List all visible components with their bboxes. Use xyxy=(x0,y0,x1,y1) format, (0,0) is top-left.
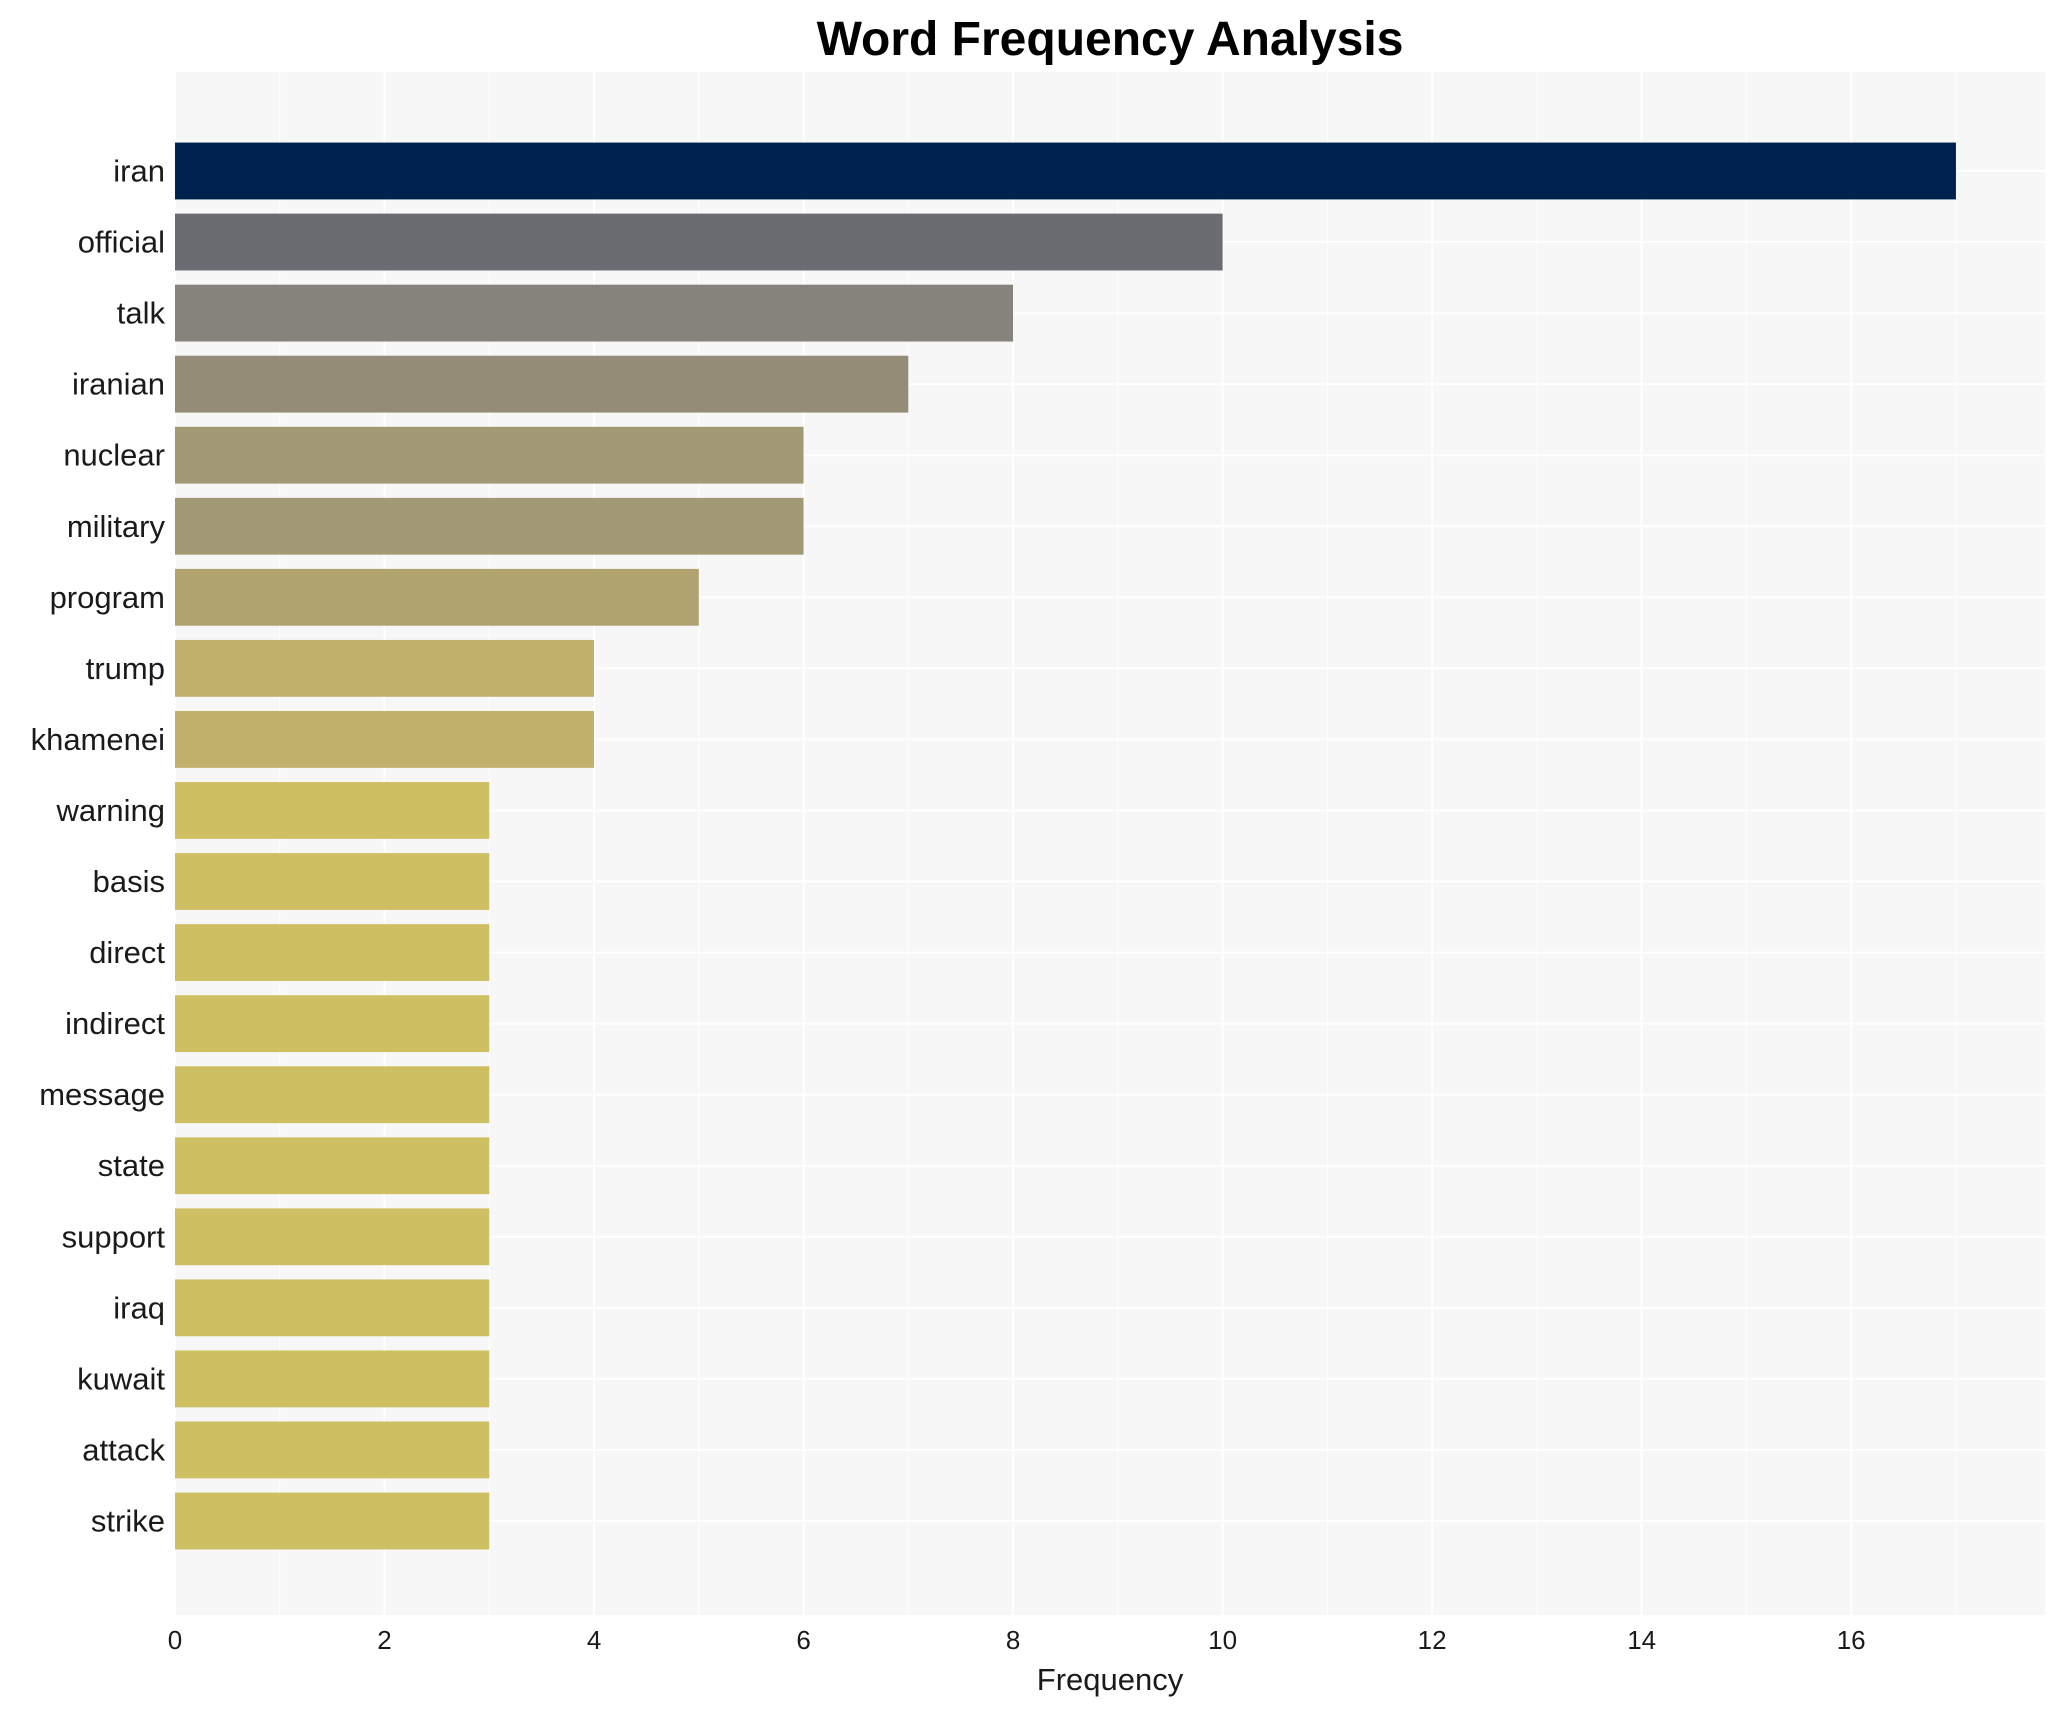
category-label-official: official xyxy=(78,225,165,260)
category-label-attack: attack xyxy=(82,1432,165,1467)
category-label-support: support xyxy=(62,1219,166,1254)
x-tick-label: 0 xyxy=(168,1625,182,1655)
category-label-iran: iran xyxy=(113,154,165,189)
x-axis-label: Frequency xyxy=(1037,1662,1184,1697)
category-label-talk: talk xyxy=(117,296,166,331)
bar-trump xyxy=(175,639,595,697)
bar-state xyxy=(175,1137,490,1195)
category-label-iranian: iranian xyxy=(72,367,165,402)
bar-iranian xyxy=(175,355,909,413)
x-tick-label: 10 xyxy=(1208,1625,1237,1655)
category-label-indirect: indirect xyxy=(65,1006,165,1041)
category-label-trump: trump xyxy=(86,651,165,686)
x-tick-label: 16 xyxy=(1837,1625,1866,1655)
category-label-military: military xyxy=(67,509,166,544)
x-tick-label: 2 xyxy=(377,1625,391,1655)
bar-official xyxy=(175,213,1223,271)
category-label-khamenei: khamenei xyxy=(31,722,165,757)
bar-direct xyxy=(175,924,490,981)
bar-strike xyxy=(175,1492,490,1550)
category-label-iraq: iraq xyxy=(113,1290,165,1325)
category-label-strike: strike xyxy=(91,1504,165,1539)
x-tick-label: 8 xyxy=(1006,1625,1020,1655)
bar-khamenei xyxy=(175,711,595,768)
bar-attack xyxy=(175,1421,490,1479)
x-tick-label: 14 xyxy=(1627,1625,1656,1655)
bar-indirect xyxy=(175,995,490,1053)
bar-message xyxy=(175,1066,490,1124)
bar-warning xyxy=(175,782,490,839)
chart-title: Word Frequency Analysis xyxy=(817,13,1404,66)
x-tick-label: 12 xyxy=(1418,1625,1447,1655)
bar-support xyxy=(175,1208,490,1266)
bar-kuwait xyxy=(175,1350,490,1408)
bars xyxy=(175,142,1956,1550)
category-label-kuwait: kuwait xyxy=(77,1361,165,1396)
bar-nuclear xyxy=(175,426,804,484)
bar-iran xyxy=(175,142,1956,200)
category-labels: iran official talk iranian nuclear military pr… xyxy=(31,154,166,1539)
x-tick-labels: 0 2 4 6 8 10 12 14 16 xyxy=(168,1625,1866,1655)
x-tick-label: 6 xyxy=(796,1625,810,1655)
category-label-state: state xyxy=(98,1148,165,1183)
category-label-message: message xyxy=(39,1077,165,1112)
category-label-nuclear: nuclear xyxy=(63,438,165,473)
category-label-program: program xyxy=(50,580,165,615)
bar-iraq xyxy=(175,1279,490,1337)
x-tick-label: 4 xyxy=(587,1625,601,1655)
bar-program xyxy=(175,568,699,626)
category-label-warning: warning xyxy=(55,793,165,828)
bar-basis xyxy=(175,853,490,910)
category-label-basis: basis xyxy=(93,864,165,899)
category-label-direct: direct xyxy=(89,935,165,970)
bar-talk xyxy=(175,284,1014,342)
bar-military xyxy=(175,497,804,555)
